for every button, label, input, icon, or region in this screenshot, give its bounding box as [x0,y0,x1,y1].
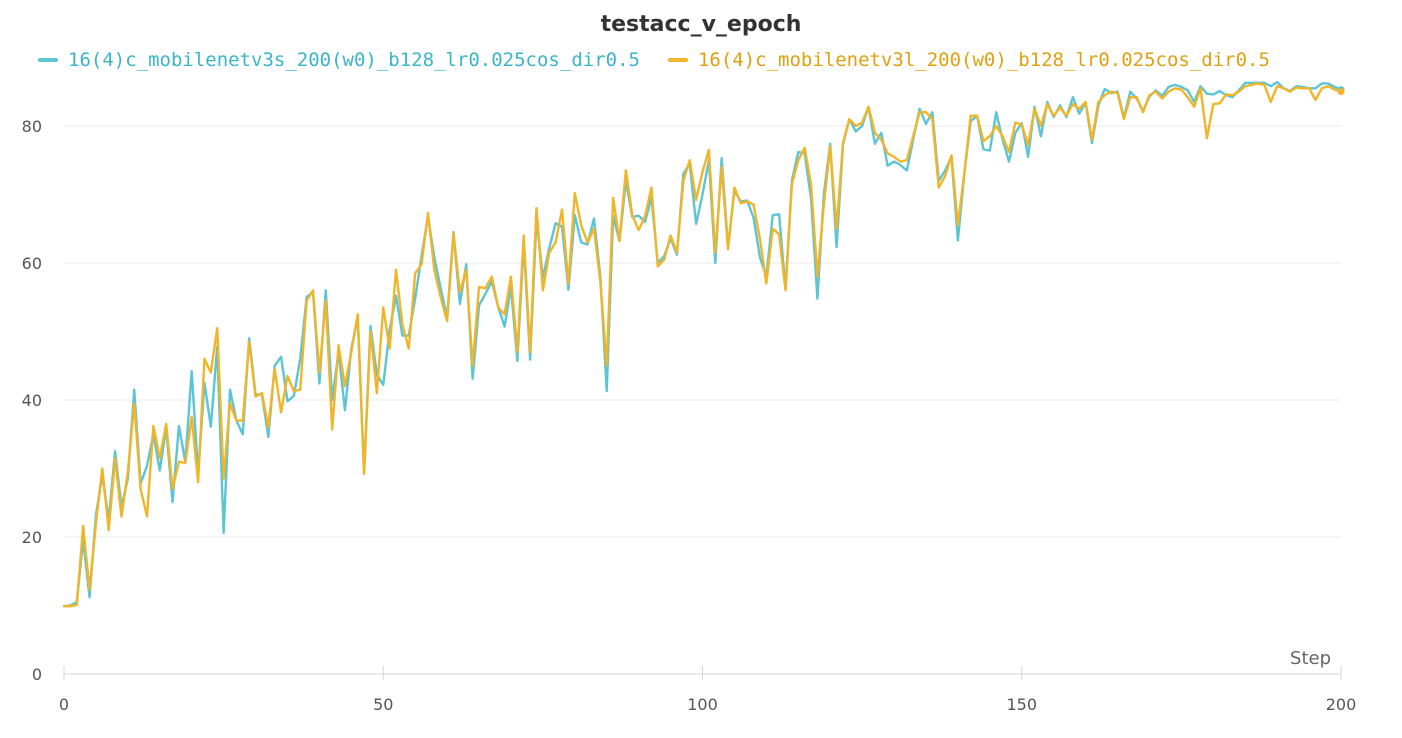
legend-item-series-2[interactable]: 16(4)c_mobilenetv3l_200(w0)_b128_lr0.025… [667,49,1270,71]
legend-label-series-2: 16(4)c_mobilenetv3l_200(w0)_b128_lr0.025… [697,49,1270,71]
x-tick-label: 0 [59,695,69,714]
y-tick-label: 20 [22,528,42,547]
legend-item-series-1[interactable]: 16(4)c_mobilenetv3s_200(w0)_b128_lr0.025… [38,49,640,71]
x-axis-label: Step [1290,648,1331,669]
series-line-1[interactable] [62,80,1343,608]
legend-swatch-series-2 [667,58,688,62]
grid-lines [64,125,1341,538]
chart-title: testacc_v_epoch [600,12,802,37]
x-tick-label: 200 [1326,695,1357,714]
chart-legend: 16(4)c_mobilenetv3s_200(w0)_b128_lr0.025… [38,48,1298,72]
series-line-2[interactable] [62,82,1343,608]
y-tick-label: 80 [22,117,42,136]
legend-label-series-1: 16(4)c_mobilenetv3s_200(w0)_b128_lr0.025… [68,49,640,71]
series-end-point-2 [1337,88,1345,96]
x-tick-label: 100 [687,695,718,714]
y-tick-label: 40 [22,391,42,410]
series-lines [62,80,1345,608]
y-tick-label: 60 [22,254,42,273]
x-tick-label: 50 [373,695,393,714]
y-tick-label: 0 [32,665,42,684]
legend-swatch-series-1 [38,58,58,62]
axes: 0 20 40 60 80 0 50 100 150 200 [22,117,1357,714]
x-tick-label: 150 [1006,695,1037,714]
